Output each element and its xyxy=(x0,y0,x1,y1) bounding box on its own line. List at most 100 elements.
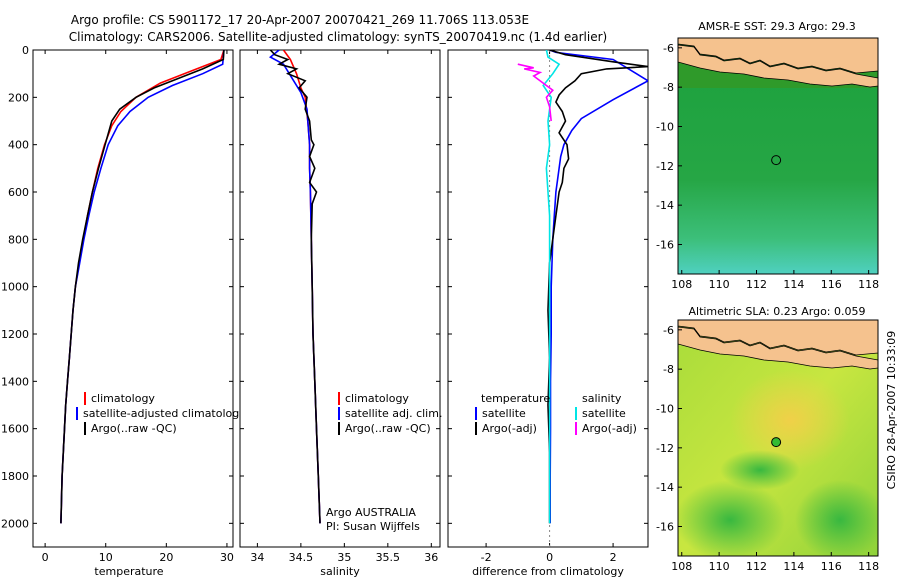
salinity-axes-frame xyxy=(239,49,441,548)
map-x-tick-label: 110 xyxy=(709,278,730,291)
salinity-series xyxy=(268,50,321,524)
sla-low-anomaly-se xyxy=(795,480,878,556)
salinity-panel: 34 34.5 35 35.5 36 salinity climatology sate… xyxy=(239,49,442,578)
x-tick-label: 30 xyxy=(220,551,234,564)
map-y-tick-label: -10 xyxy=(656,403,674,416)
legend-label-temp-argo: Argo(-adj) xyxy=(482,422,537,435)
difference-legend: temperature satellite Argo(-adj) salinit… xyxy=(475,392,637,435)
sst-map-title: AMSR-E SST: 29.3 Argo: 29.3 xyxy=(698,20,856,33)
map-x-tick-label: 118 xyxy=(858,278,879,291)
y-tick-label: 1800 xyxy=(1,470,29,483)
difference-panel: -2 0 2 difference from climatology tempera… xyxy=(447,49,649,578)
sla-map-panel: Altimetric SLA: 0.23 Argo: 0.059 108 110 1… xyxy=(656,305,879,573)
x-tick-label: 2 xyxy=(610,551,617,564)
map-x-tick-label: 108 xyxy=(671,560,692,573)
sla-map-title: Altimetric SLA: 0.23 Argo: 0.059 xyxy=(688,305,865,318)
x-tick-label: 35 xyxy=(337,551,351,564)
legend-label-climatology: climatology xyxy=(345,392,409,405)
sla-land-java xyxy=(678,326,878,370)
series-line-argo xyxy=(269,50,321,524)
map-y-tick-label: -12 xyxy=(656,442,674,455)
sst-float-marker xyxy=(771,155,782,166)
legend-label-argo: Argo(..raw -QC) xyxy=(345,422,431,435)
legend-label-argo: Argo(..raw -QC) xyxy=(91,422,177,435)
map-y-tick-label: -16 xyxy=(656,521,674,534)
sla-float-marker xyxy=(771,437,782,448)
map-x-tick-label: 108 xyxy=(671,278,692,291)
map-x-tick-label: 114 xyxy=(783,560,804,573)
legend-title-salinity: salinity xyxy=(582,392,622,405)
sst-map-ticks: 108 110 112 114 116 118 -6 -8 -10 -12 -14 -16 xyxy=(656,42,879,291)
map-x-tick-label: 118 xyxy=(858,560,879,573)
sla-low-anomaly-center xyxy=(720,450,800,490)
sst-map-panel: AMSR-E SST: 29.3 Argo: 29.3 108 110 112 114… xyxy=(656,20,879,291)
temperature-panel: 0 10 20 30 0 200 400 600 800 1000 1200 1400 1600 1800… xyxy=(1,44,246,578)
map-y-tick-label: -6 xyxy=(663,324,674,337)
x-tick-label: 0 xyxy=(546,551,553,564)
temperature-series xyxy=(60,50,225,524)
y-tick-label: 1200 xyxy=(1,328,29,341)
series-line-salinity-satellite xyxy=(542,50,561,524)
series-line-temperature-argo xyxy=(547,50,648,524)
y-tick-label: 1400 xyxy=(1,375,29,388)
map-x-tick-label: 110 xyxy=(709,560,730,573)
csiro-timestamp-label: CSIRO 28-Apr-2007 10:33:09 xyxy=(885,331,898,490)
map-x-tick-label: 112 xyxy=(746,560,767,573)
y-tick-label: 200 xyxy=(8,91,29,104)
temperature-ticks: 0 10 20 30 0 200 400 600 800 1000 1200 1400 1600 1800… xyxy=(1,44,234,564)
salinity-xlabel: salinity xyxy=(320,565,360,578)
map-x-tick-label: 116 xyxy=(821,560,842,573)
difference-series xyxy=(517,50,648,547)
salinity-legend: climatology satellite adj. clim. Argo(..… xyxy=(338,392,442,435)
y-tick-label: 0 xyxy=(22,44,29,57)
x-tick-label: 0 xyxy=(42,551,49,564)
sla-map-ticks: 108 110 112 114 116 118 -6 -8 -10 -12 -14 -16 xyxy=(656,324,879,573)
map-y-tick-label: -8 xyxy=(663,363,674,376)
y-tick-label: 400 xyxy=(8,139,29,152)
map-x-tick-label: 112 xyxy=(746,278,767,291)
difference-xlabel: difference from climatology xyxy=(472,565,624,578)
map-x-tick-label: 114 xyxy=(783,278,804,291)
argo-program-label: Argo AUSTRALIA xyxy=(326,506,416,519)
y-tick-label: 1600 xyxy=(1,423,29,436)
figure-title-line2: Climatology: CARS2006. Satellite-adjuste… xyxy=(69,30,607,44)
map-y-tick-label: -6 xyxy=(663,42,674,55)
difference-ticks: -2 0 2 xyxy=(448,49,648,564)
map-y-tick-label: -14 xyxy=(656,481,674,494)
map-y-tick-label: -10 xyxy=(656,121,674,134)
series-line-temperature-satellite xyxy=(549,50,648,524)
series-line-salinity-argo xyxy=(517,63,554,122)
sst-land-java xyxy=(678,44,878,88)
x-tick-label: 20 xyxy=(159,551,173,564)
sst-land-north xyxy=(678,38,878,74)
sla-high-anomaly xyxy=(730,370,850,470)
y-tick-label: 600 xyxy=(8,186,29,199)
x-tick-label: 34 xyxy=(250,551,264,564)
map-y-tick-label: -14 xyxy=(656,199,674,212)
temperature-axes-frame xyxy=(32,49,234,548)
argo-float-position-marker xyxy=(771,437,782,448)
map-y-tick-label: -12 xyxy=(656,160,674,173)
legend-label-satellite: satellite-adjusted climatology xyxy=(83,407,246,420)
legend-label-satellite: satellite adj. clim. xyxy=(345,407,442,420)
sst-map-frame xyxy=(677,37,879,275)
y-tick-label: 1000 xyxy=(1,281,29,294)
x-tick-label: 35.5 xyxy=(376,551,401,564)
legend-label-climatology: climatology xyxy=(91,392,155,405)
legend-label-sal-argo: Argo(-adj) xyxy=(582,422,637,435)
x-tick-label: -2 xyxy=(481,551,492,564)
series-line-argo xyxy=(60,50,225,524)
map-x-tick-label: 116 xyxy=(821,278,842,291)
map-y-tick-label: -8 xyxy=(663,81,674,94)
argo-float-position-marker xyxy=(771,155,782,166)
x-tick-label: 34.5 xyxy=(289,551,314,564)
y-tick-label: 800 xyxy=(8,233,29,246)
temperature-legend: climatology satellite-adjusted climatolo… xyxy=(76,392,246,435)
legend-title-temperature: temperature xyxy=(481,392,550,405)
sla-low-anomaly-sw xyxy=(678,480,785,556)
x-tick-label: 10 xyxy=(99,551,113,564)
pi-name-label: PI: Susan Wijffels xyxy=(326,520,420,533)
legend-label-temp-satellite: satellite xyxy=(482,407,526,420)
sla-land-north xyxy=(678,320,878,356)
